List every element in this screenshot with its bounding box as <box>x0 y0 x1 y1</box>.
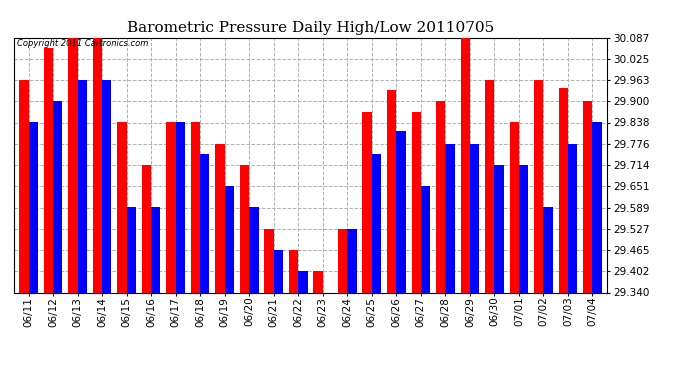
Bar <box>445 144 455 292</box>
Bar <box>166 123 176 292</box>
Bar <box>519 165 529 292</box>
Bar <box>544 207 553 292</box>
Bar <box>117 123 126 292</box>
Bar <box>200 154 210 292</box>
Bar <box>387 90 396 292</box>
Bar <box>593 123 602 292</box>
Bar <box>421 186 430 292</box>
Bar <box>510 123 519 292</box>
Bar <box>347 229 357 292</box>
Bar <box>28 123 38 292</box>
Bar <box>274 250 283 292</box>
Bar <box>396 131 406 292</box>
Bar <box>289 250 298 292</box>
Bar <box>495 165 504 292</box>
Bar <box>411 112 421 292</box>
Bar <box>436 101 445 292</box>
Bar <box>362 112 372 292</box>
Bar <box>534 80 544 292</box>
Bar <box>338 229 347 292</box>
Bar <box>264 229 274 292</box>
Bar <box>298 272 308 292</box>
Bar <box>313 272 323 292</box>
Bar <box>559 88 568 292</box>
Bar <box>53 101 62 292</box>
Bar <box>215 144 225 292</box>
Bar <box>249 207 259 292</box>
Bar <box>240 165 249 292</box>
Bar <box>126 207 136 292</box>
Bar <box>102 80 111 292</box>
Bar <box>19 80 28 292</box>
Bar <box>142 165 151 292</box>
Title: Barometric Pressure Daily High/Low 20110705: Barometric Pressure Daily High/Low 20110… <box>127 21 494 35</box>
Bar <box>470 144 479 292</box>
Bar <box>460 38 470 292</box>
Bar <box>583 101 593 292</box>
Bar <box>485 80 495 292</box>
Bar <box>225 186 234 292</box>
Bar <box>191 123 200 292</box>
Bar <box>68 38 77 292</box>
Bar <box>372 154 381 292</box>
Bar <box>43 48 53 292</box>
Bar <box>77 80 87 292</box>
Bar <box>568 144 578 292</box>
Bar <box>176 123 185 292</box>
Bar <box>92 20 102 292</box>
Bar <box>151 207 161 292</box>
Text: Copyright 2011 Cartronics.com: Copyright 2011 Cartronics.com <box>17 39 148 48</box>
